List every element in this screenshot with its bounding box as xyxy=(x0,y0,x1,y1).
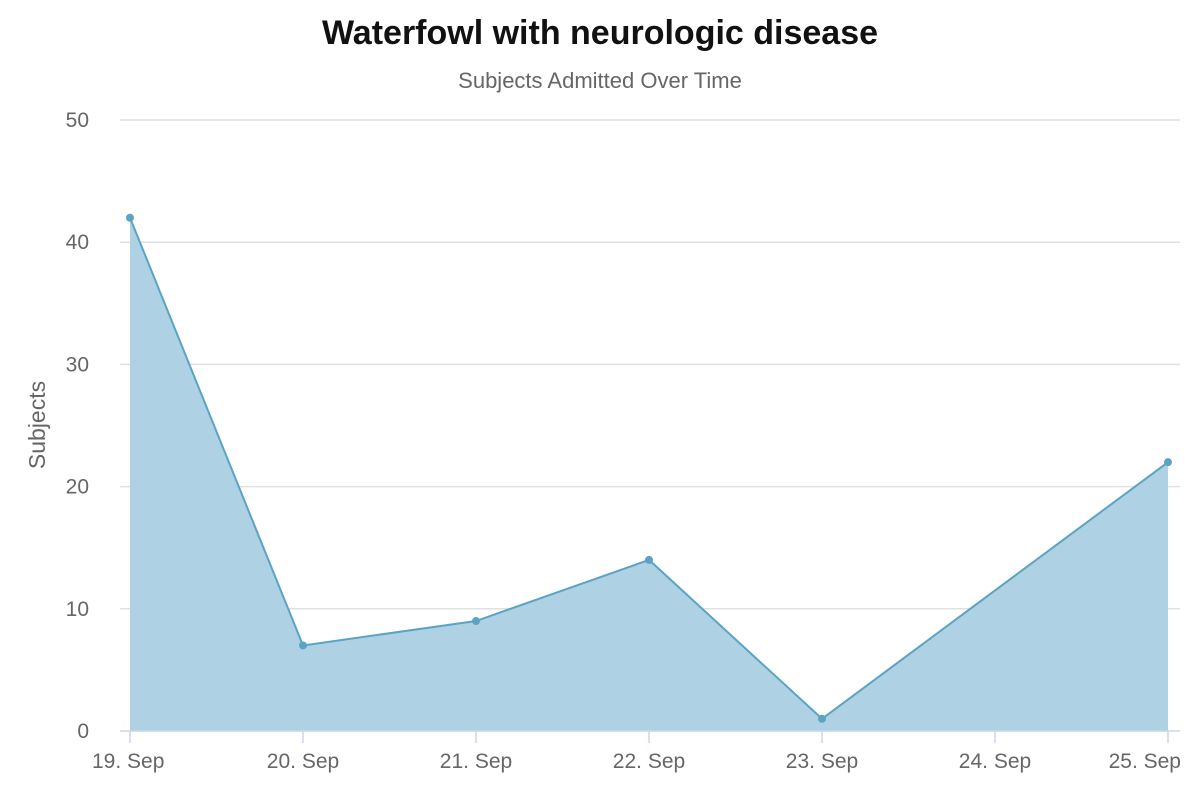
gridlines xyxy=(120,119,1180,610)
data-point[interactable] xyxy=(472,617,480,626)
y-axis-title: Subjects xyxy=(24,381,50,469)
y-tick-label: 10 xyxy=(66,598,89,621)
y-tick-label: 50 xyxy=(66,109,89,132)
data-point[interactable] xyxy=(818,714,826,723)
data-point[interactable] xyxy=(299,641,307,650)
data-point[interactable] xyxy=(1164,458,1172,467)
x-tick-label: 21. Sep xyxy=(440,750,512,773)
x-tick-label: 19. Sep xyxy=(92,750,164,773)
y-axis: 0 10 20 30 40 50 xyxy=(66,109,89,743)
y-tick-label: 40 xyxy=(66,231,89,254)
data-point[interactable] xyxy=(126,213,134,222)
x-tick-label: 23. Sep xyxy=(786,750,858,773)
chart-title: Waterfowl with neurologic disease xyxy=(321,14,879,52)
y-tick-label: 0 xyxy=(77,720,89,743)
y-tick-label: 20 xyxy=(66,476,89,499)
data-point[interactable] xyxy=(645,555,653,564)
x-tick-label: 24. Sep xyxy=(959,750,1031,773)
series-area-fill xyxy=(130,217,1168,731)
data-markers xyxy=(126,213,1172,723)
chart-subtitle: Subjects Admitted Over Time xyxy=(458,68,742,93)
area-series xyxy=(129,217,1169,731)
y-tick-label: 30 xyxy=(66,353,89,376)
x-tick-label: 20. Sep xyxy=(267,750,339,773)
x-tick-label: 22. Sep xyxy=(613,750,685,773)
x-axis: 19. Sep 20. Sep 21. Sep 22. Sep 23. Sep 24. S… xyxy=(92,730,1181,773)
x-tick-label: 25. Sep xyxy=(1109,750,1181,773)
